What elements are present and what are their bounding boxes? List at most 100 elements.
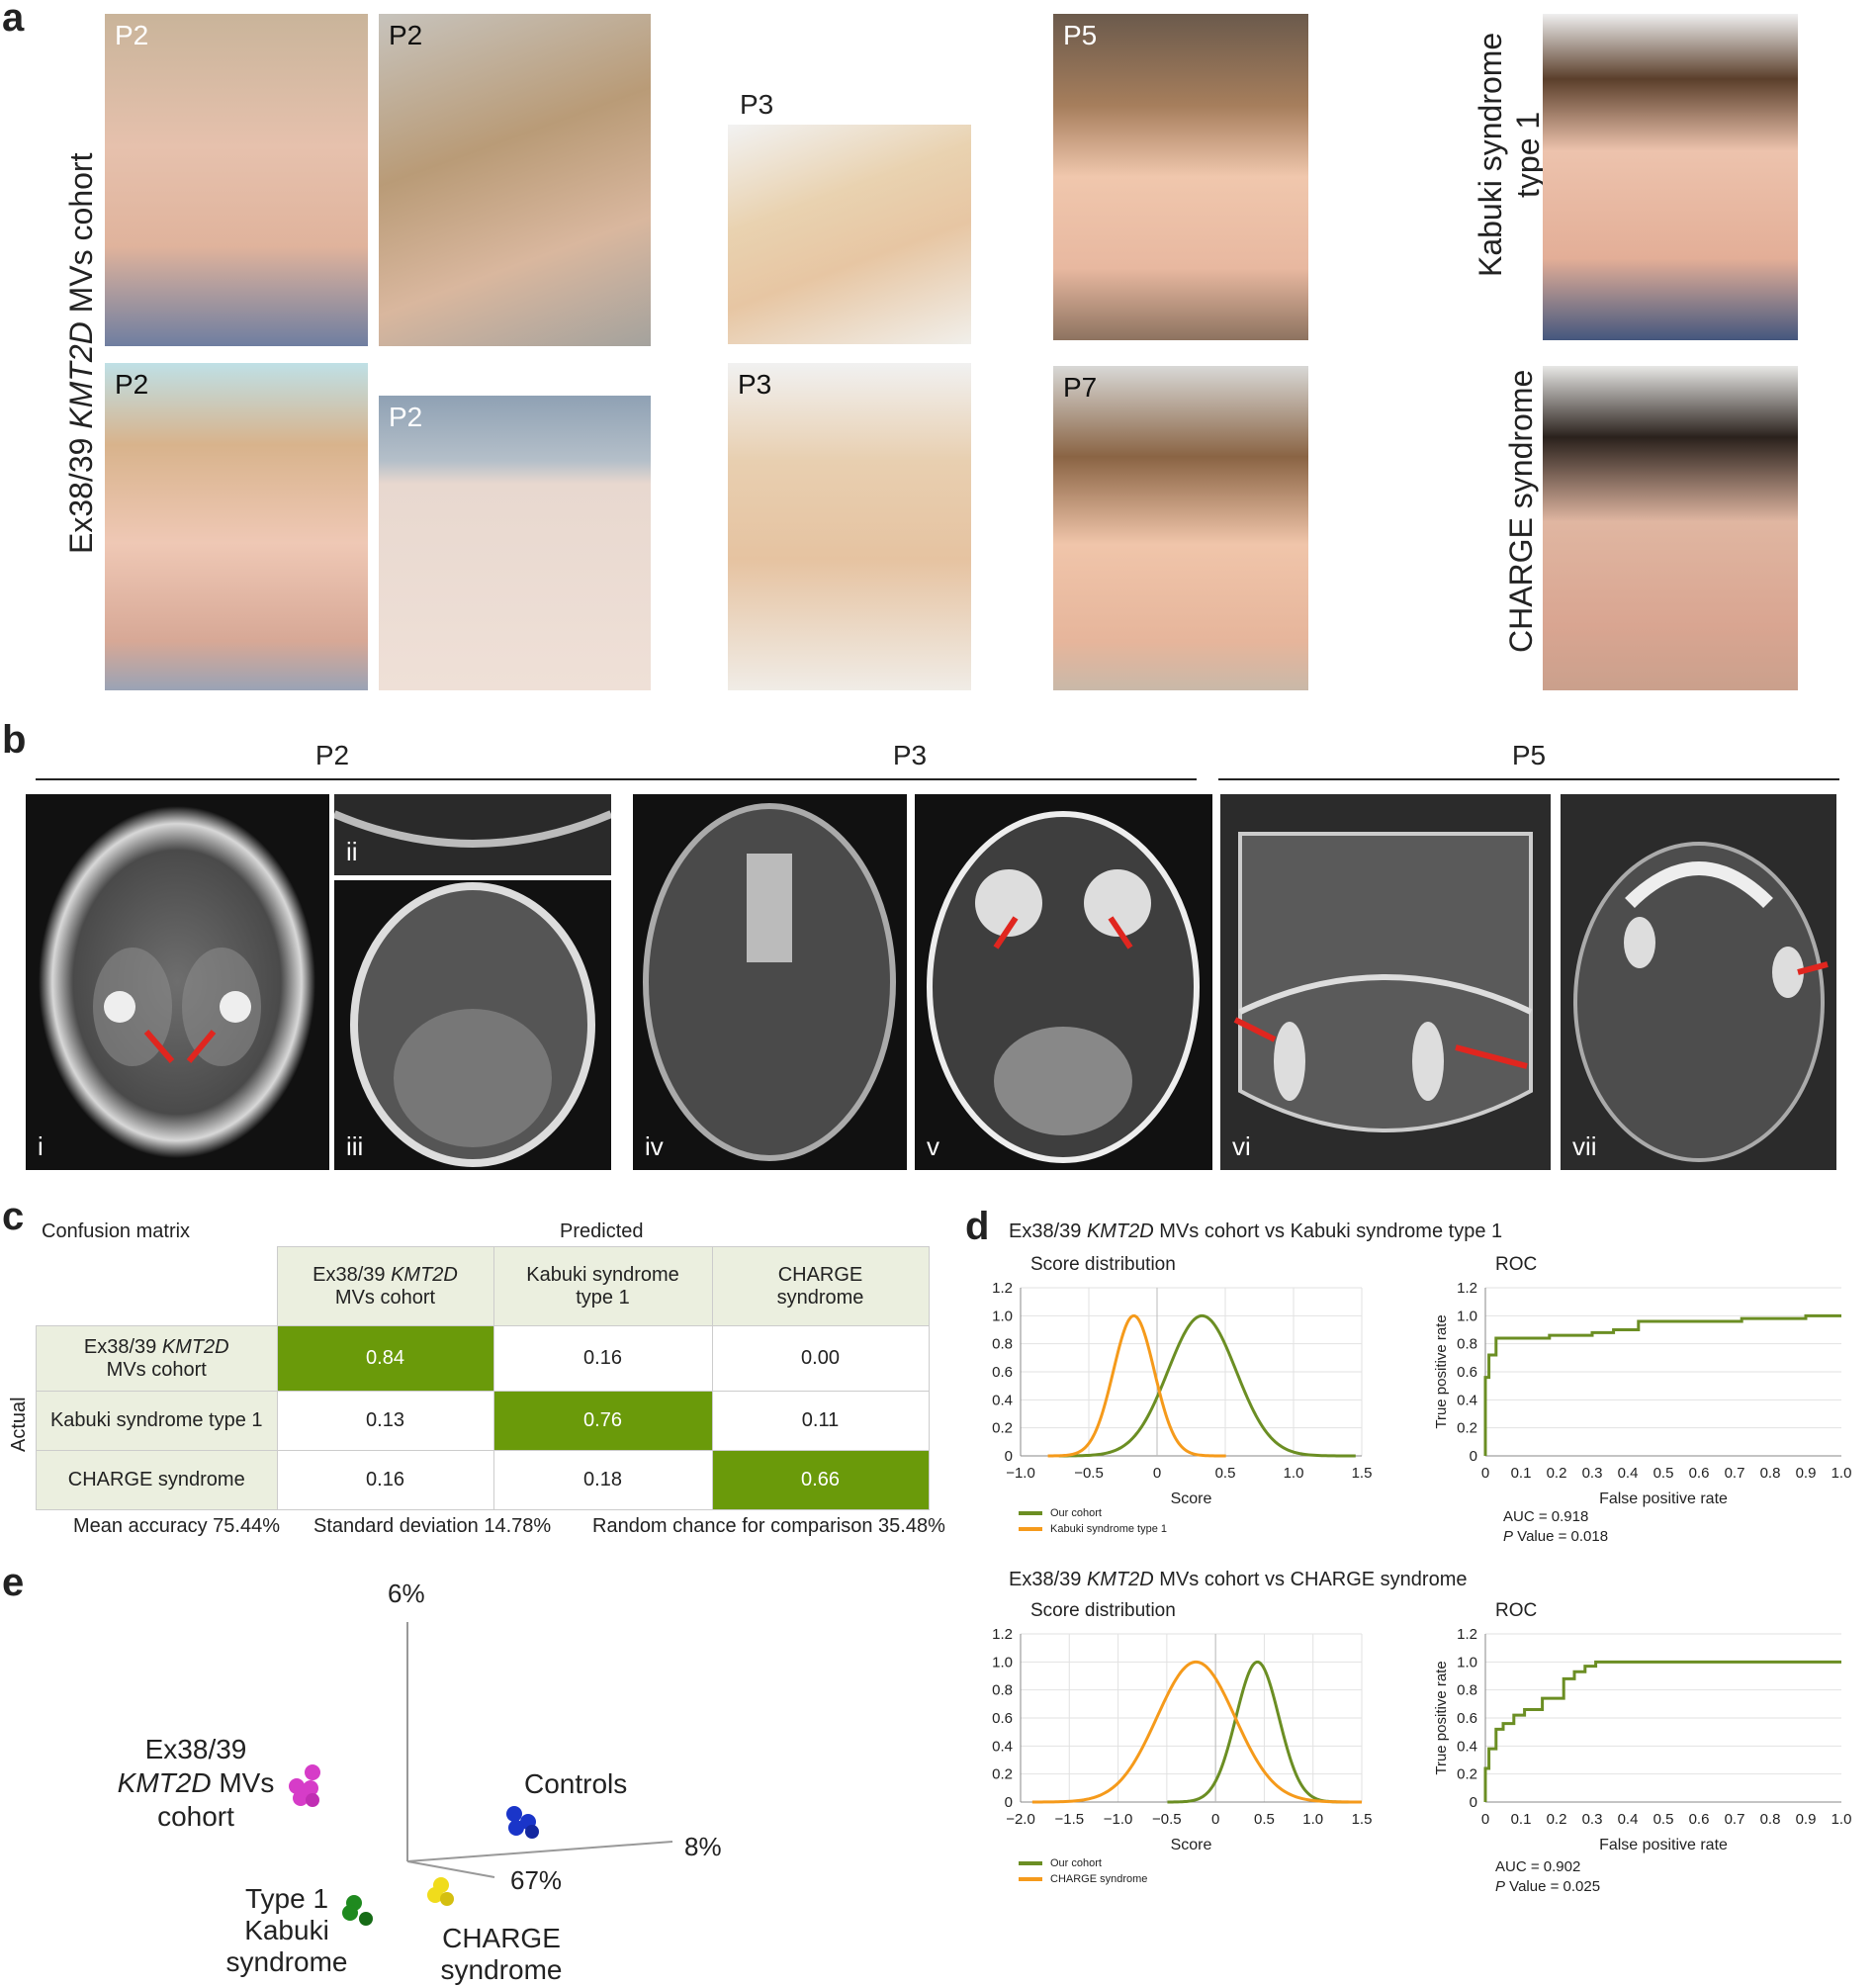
- scan-group-label-p5: P5: [1511, 740, 1547, 770]
- matrix-cell: 0.18: [492, 1450, 713, 1510]
- charge-side-label: CHARGE syndrome: [1503, 369, 1539, 653]
- panel-c-letter: c: [2, 1195, 25, 1238]
- y-tick-label: 0.6: [1457, 1364, 1477, 1381]
- mri-scan-v: v: [915, 794, 1212, 1170]
- ct-scan-vii: vii: [1561, 794, 1836, 1170]
- kabuki-patient-photo: [1543, 14, 1798, 340]
- row-header-kabuki: Kabuki syndrome type 1: [36, 1391, 278, 1451]
- y-tick-label: 1.2: [992, 1280, 1013, 1297]
- y-tick-label: 0.8: [1457, 1336, 1477, 1353]
- y-tick-label: 0.4: [992, 1738, 1013, 1755]
- confusion-matrix-table: Ex38/39 KMT2D MVs cohort Kabuki syndrome t…: [36, 1246, 930, 1510]
- y-tick-label: 0.4: [992, 1392, 1013, 1408]
- red-arrow: [143, 1030, 175, 1063]
- roc-chart-kabuki: ROC 0 0.2 0.4 0.6 0.8 1.0 1.2 0 0.1 0.2 0.3 0.4 0.5 0.…: [1433, 1254, 1852, 1507]
- chart-title: ROC: [1495, 1254, 1537, 1275]
- pca-axis-label-top: 6%: [388, 1579, 425, 1608]
- y-tick-label: 0: [1470, 1794, 1477, 1811]
- confusion-matrix-title: Confusion matrix: [42, 1220, 191, 1242]
- actual-label: Actual: [8, 1397, 30, 1452]
- scan-label: vi: [1232, 1131, 1251, 1161]
- scan-label: iii: [346, 1131, 364, 1161]
- y-tick-label: 0: [1470, 1448, 1477, 1465]
- x-tick-label: 0.3: [1582, 1465, 1603, 1482]
- x-tick-label: 0.8: [1760, 1811, 1781, 1828]
- x-tick-label: 0.6: [1689, 1811, 1710, 1828]
- y-tick-label: 0.4: [1457, 1392, 1477, 1408]
- chart-title: ROC: [1495, 1600, 1537, 1621]
- x-tick-label: 1.5: [1352, 1811, 1373, 1828]
- x-tick-label: −0.5: [1074, 1465, 1104, 1482]
- ct-scan-i: i: [26, 794, 329, 1170]
- photo-label: P3: [740, 89, 774, 120]
- x-tick-label: 0.5: [1653, 1811, 1674, 1828]
- patient-photo-p2-profile: P2: [379, 14, 651, 346]
- x-tick-label: 0.5: [1215, 1465, 1236, 1482]
- x-tick-label: 1.0: [1831, 1465, 1852, 1482]
- roc-curve: [1483, 1660, 1841, 1802]
- patient-photo-p5-face: P5: [1053, 14, 1308, 340]
- x-tick-label: −1.0: [1006, 1465, 1035, 1482]
- x-axis-label: False positive rate: [1599, 1837, 1728, 1853]
- roc-chart-charge: ROC 0 0.2 0.4 0.6 0.8 1.0 1.2 0 0.1 0.2 0.3 0.4 0.5 0.…: [1433, 1600, 1852, 1853]
- x-tick-label: 0.1: [1511, 1465, 1532, 1482]
- y-tick-label: 0.8: [992, 1682, 1013, 1699]
- y-tick-label: 0.4: [1457, 1738, 1477, 1755]
- auc-annotation-bottom: AUC = 0.902 P Value = 0.025: [1495, 1858, 1601, 1895]
- red-arrow: [186, 1030, 217, 1063]
- y-tick-label: 1.2: [1457, 1626, 1477, 1643]
- pca-3d-plot: [289, 1622, 673, 1926]
- x-tick-label: 0.7: [1725, 1465, 1745, 1482]
- panel-b-letter: b: [2, 718, 27, 762]
- x-tick-label: 1.0: [1284, 1465, 1304, 1482]
- matrix-cell: 0.66: [711, 1450, 930, 1510]
- x-axis-label: Score: [1171, 1490, 1212, 1507]
- chart-title: Score distribution: [1030, 1254, 1176, 1275]
- mean-accuracy: Mean accuracy 75.44%: [73, 1515, 281, 1537]
- x-tick-label: 0: [1211, 1811, 1219, 1828]
- standard-deviation: Standard deviation 14.78%: [313, 1515, 552, 1537]
- matrix-cell: 0.16: [276, 1450, 494, 1510]
- x-tick-label: −0.5: [1152, 1811, 1182, 1828]
- scan-group-label-p3: P3: [892, 740, 928, 770]
- y-tick-label: 0: [1005, 1794, 1013, 1811]
- ct-scan-iv: iv: [633, 794, 907, 1170]
- x-tick-label: 1.5: [1352, 1465, 1373, 1482]
- charge-cluster: [427, 1877, 454, 1906]
- distribution-curve-cohort: [1058, 1313, 1356, 1458]
- pca-axis-right: [406, 1841, 673, 1862]
- x-tick-label: 0.8: [1760, 1465, 1781, 1482]
- col-header-cohort: Ex38/39 KMT2D MVs cohort: [276, 1246, 494, 1326]
- x-tick-label: −1.0: [1104, 1811, 1133, 1828]
- y-tick-label: 0.8: [992, 1336, 1013, 1353]
- y-tick-label: 0.6: [1457, 1710, 1477, 1727]
- x-tick-label: 0.5: [1653, 1465, 1674, 1482]
- y-tick-label: 1.2: [1457, 1280, 1477, 1297]
- scan-group-line: [623, 778, 1197, 780]
- red-arrow: [1455, 1044, 1528, 1069]
- row-header-cohort: Ex38/39 KMT2D MVs cohort: [36, 1325, 278, 1392]
- x-tick-label: 0: [1481, 1811, 1489, 1828]
- distribution-curve-comparison: [1031, 1660, 1363, 1804]
- pca-axis-label-right: 8%: [684, 1832, 722, 1861]
- x-tick-label: 0.9: [1796, 1465, 1817, 1482]
- cohort-cluster-label: Ex38/39 KMT2D MVs cohort: [117, 1734, 275, 1832]
- patient-photo-p2-face-2: P2: [105, 363, 368, 690]
- y-tick-label: 1.0: [1457, 1654, 1477, 1671]
- scan-label: i: [38, 1131, 44, 1161]
- patient-photo-p3-newborn-profile: [728, 125, 971, 344]
- x-tick-label: −1.5: [1054, 1811, 1084, 1828]
- y-tick-label: 0.6: [992, 1364, 1013, 1381]
- scan-group-line: [1218, 778, 1839, 780]
- matrix-cell: 0.84: [276, 1325, 494, 1392]
- photo-label: P2: [115, 20, 149, 50]
- kabuki-cluster-label: Type 1 Kabuki syndrome: [225, 1883, 348, 1977]
- x-tick-label: −2.0: [1006, 1811, 1035, 1828]
- scan-group-label-p2: P2: [314, 740, 350, 770]
- x-tick-label: 0.9: [1796, 1811, 1817, 1828]
- x-tick-label: 1.0: [1831, 1811, 1852, 1828]
- photo-label: P7: [1063, 372, 1098, 403]
- x-axis-label: Score: [1171, 1837, 1212, 1853]
- panel-a-letter: a: [2, 0, 25, 40]
- y-tick-label: 1.0: [992, 1308, 1013, 1324]
